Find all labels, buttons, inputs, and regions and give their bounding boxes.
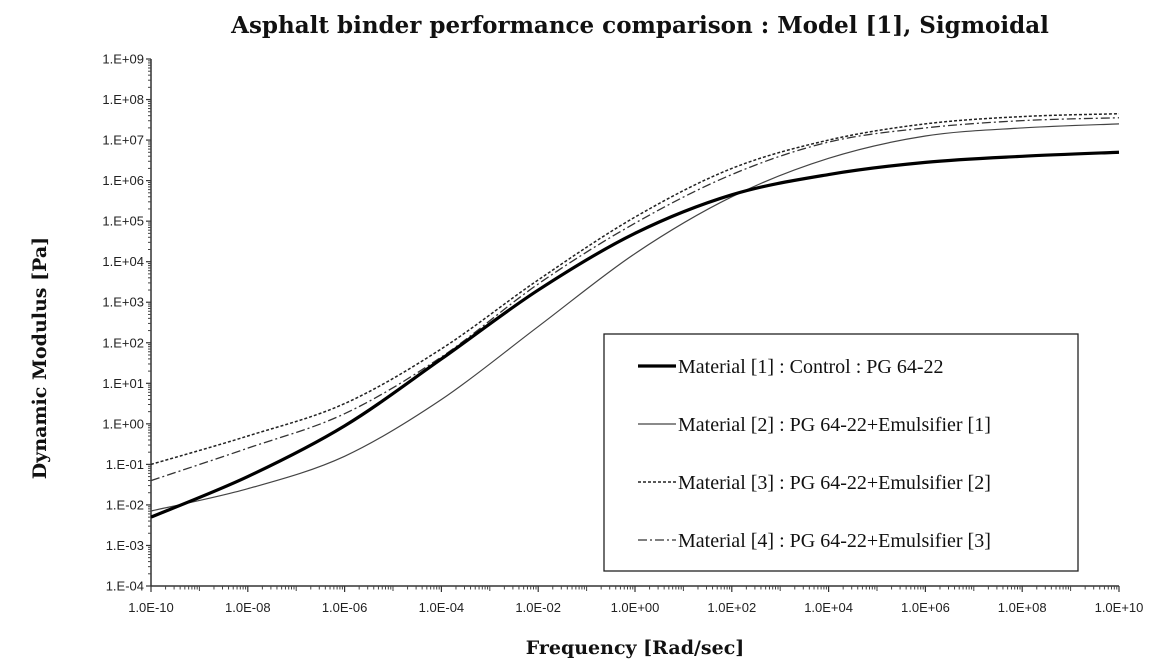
legend-label-3: Material [3] : PG 64-22+Emulsifier [2] xyxy=(678,472,991,494)
series-line-1 xyxy=(150,150,1120,519)
y-tick-label: 1.E+06 xyxy=(102,173,144,188)
series-line-2 xyxy=(150,123,1120,512)
axis-ticks: 1.E-04 1.E-03 1.E-02 1.E-01 1.E+00 1.E+01 1.E+… xyxy=(102,52,1143,616)
y-tick-label: 1.E+00 xyxy=(102,416,144,431)
y-tick-label: 1.E+09 xyxy=(102,52,144,67)
legend: Material [1] : Control : PG 64-22 Materia… xyxy=(603,333,1079,572)
y-tick-label: 1.E-03 xyxy=(106,538,144,553)
x-tick-label: 1.0E-08 xyxy=(225,600,271,615)
x-tick-label: 1.0E+00 xyxy=(611,600,660,615)
y-tick-label: 1.E+07 xyxy=(102,133,144,148)
x-axis-label: Frequency [Rad/sec] xyxy=(526,637,745,659)
y-tick-label: 1.E-01 xyxy=(106,457,144,472)
y-tick-label: 1.E-04 xyxy=(106,579,144,594)
y-tick-label: 1.E+02 xyxy=(102,335,144,350)
x-tick-label: 1.0E+04 xyxy=(804,600,853,615)
x-tick-label: 1.0E-06 xyxy=(322,600,368,615)
x-tick-label: 1.0E-02 xyxy=(515,600,561,615)
legend-box xyxy=(603,333,1079,572)
x-tick-label: 1.0E-04 xyxy=(419,600,465,615)
y-tick-label: 1.E+05 xyxy=(102,214,144,229)
legend-label-4: Material [4] : PG 64-22+Emulsifier [3] xyxy=(678,530,991,552)
x-tick-label: 1.0E+06 xyxy=(901,600,950,615)
chart-title: Asphalt binder performance comparison : … xyxy=(230,12,1049,39)
x-tick-label: 1.0E+10 xyxy=(1095,600,1144,615)
legend-label-2: Material [2] : PG 64-22+Emulsifier [1] xyxy=(678,414,991,436)
x-tick-label: 1.0E-10 xyxy=(128,600,174,615)
y-tick-label: 1.E-02 xyxy=(106,497,144,512)
legend-label-1: Material [1] : Control : PG 64-22 xyxy=(678,356,944,378)
y-tick-label: 1.E+03 xyxy=(102,295,144,310)
y-tick-label: 1.E+01 xyxy=(102,376,144,391)
x-tick-label: 1.0E+02 xyxy=(707,600,756,615)
y-tick-label: 1.E+04 xyxy=(102,254,144,269)
series-line-3 xyxy=(150,112,1120,466)
series-layer xyxy=(150,112,1120,519)
y-tick-label: 1.E+08 xyxy=(102,92,144,107)
series-line-4 xyxy=(150,117,1120,482)
x-tick-label: 1.0E+08 xyxy=(998,600,1047,615)
y-axis-label: Dynamic Modulus [Pa] xyxy=(29,237,51,479)
